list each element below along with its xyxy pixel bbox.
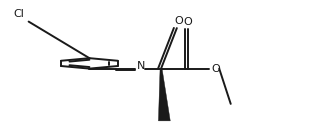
Text: O: O bbox=[212, 64, 220, 74]
Text: Cl: Cl bbox=[13, 9, 24, 19]
Text: N: N bbox=[137, 61, 146, 71]
Polygon shape bbox=[158, 69, 170, 121]
Text: O: O bbox=[183, 17, 192, 27]
Text: O: O bbox=[174, 16, 183, 26]
